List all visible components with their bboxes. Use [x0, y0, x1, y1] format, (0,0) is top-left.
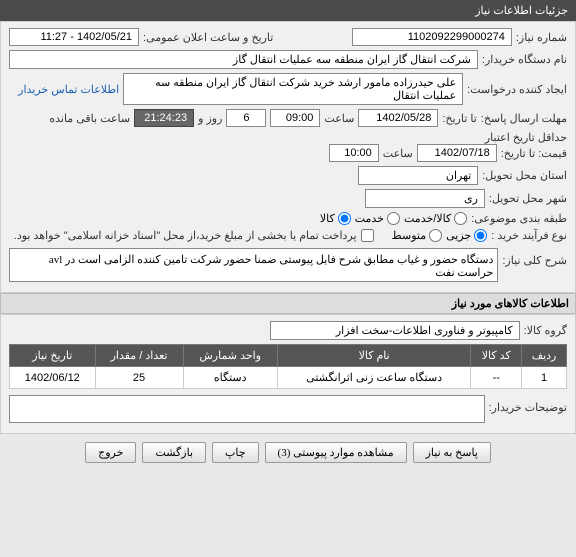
td-unit: دستگاه [183, 367, 277, 389]
need-number-field: 1102092299000274 [352, 28, 512, 46]
general-desc-textarea [9, 248, 498, 282]
td-qty: 25 [95, 367, 183, 389]
cat-goods-service-radio[interactable]: کالا/خدمت [404, 212, 467, 225]
remaining-label: ساعت باقی مانده [49, 112, 130, 125]
validity-time-field: 10:00 [329, 144, 379, 162]
table-row[interactable]: 1 -- دستگاه ساعت زنی اثرانگشتی دستگاه 25… [10, 367, 567, 389]
respond-button[interactable]: پاسخ به نیاز [413, 442, 491, 463]
buyer-notes-label: توضیحات خریدار: [489, 395, 567, 414]
pt-medium-radio[interactable]: متوسط [392, 229, 443, 242]
deadline-time-field: 09:00 [270, 109, 320, 127]
group-label: گروه کالا: [524, 324, 567, 337]
td-code: -- [471, 367, 522, 389]
deadline-until-label: تا تاریخ: [442, 112, 476, 125]
pt-small-label: جزیی [446, 229, 471, 242]
time-label-2: ساعت [383, 147, 413, 160]
days-value-field: 6 [226, 109, 266, 127]
th-code: کد کالا [471, 345, 522, 367]
deadline-date-field: 1402/05/28 [358, 109, 438, 127]
payment-note-label: پرداخت تمام یا بخشی از مبلغ خرید،از محل … [14, 229, 357, 242]
city-field: ری [365, 189, 485, 208]
pt-medium-label: متوسط [392, 229, 427, 242]
cat-goods-service-label: کالا/خدمت [404, 212, 451, 225]
exit-button[interactable]: خروج [85, 442, 136, 463]
buyer-notes-box [9, 395, 485, 423]
items-sub-header: اطلاعات کالاهای مورد نیاز [0, 293, 576, 314]
deadline-label: مهلت ارسال پاسخ: [481, 112, 567, 125]
cat-service-input[interactable] [387, 212, 400, 225]
button-bar: پاسخ به نیاز مشاهده موارد پیوستی (3) چاپ… [0, 434, 576, 471]
cat-service-label: خدمت [355, 212, 384, 225]
th-name: نام کالا [277, 345, 471, 367]
th-qty: تعداد / مقدار [95, 345, 183, 367]
details-section: شماره نیاز: 1102092299000274 تاریخ و ساع… [0, 21, 576, 293]
price-until-label: قیمت: تا تاریخ: [501, 147, 567, 160]
requester-label: ایجاد کننده درخواست: [467, 83, 567, 96]
th-unit: واحد شمارش [183, 345, 277, 367]
td-name: دستگاه ساعت زنی اثرانگشتی [277, 367, 471, 389]
contact-link[interactable]: اطلاعات تماس خریدار [18, 83, 119, 96]
cat-goods-radio[interactable]: کالا [320, 212, 351, 225]
city-label: شهر محل تحویل: [489, 192, 567, 205]
pt-small-input[interactable] [474, 229, 487, 242]
announce-field: 1402/05/21 - 11:27 [9, 28, 139, 46]
province-label: استان محل تحویل: [482, 169, 567, 182]
th-date: تاریخ نیاز [10, 345, 96, 367]
buyer-org-field: شرکت انتقال گاز ایران منطقه سه عملیات ان… [9, 50, 478, 69]
category-label: طبقه بندی موضوعی: [471, 212, 567, 225]
panel-title: جزئیات اطلاعات نیاز [475, 5, 568, 17]
remaining-time-field: 21:24:23 [134, 109, 194, 127]
requester-field: علی حیدرزاده مامور ارشد خرید شرکت انتقال… [123, 73, 463, 105]
th-row: ردیف [522, 345, 567, 367]
cat-goods-label: کالا [320, 212, 335, 225]
back-button[interactable]: بازگشت [142, 442, 206, 463]
buyer-org-label: نام دستگاه خریدار: [482, 53, 567, 66]
need-number-label: شماره نیاز: [516, 31, 567, 44]
payment-checkbox[interactable] [361, 229, 374, 242]
items-section: گروه کالا: کامپیوتر و فناوری اطلاعات-سخت… [0, 314, 576, 434]
panel-header: جزئیات اطلاعات نیاز [0, 0, 576, 21]
cat-service-radio[interactable]: خدمت [355, 212, 400, 225]
days-and-label: روز و [198, 112, 222, 125]
print-button[interactable]: چاپ [212, 442, 259, 463]
group-field: کامپیوتر و فناوری اطلاعات-سخت افزار [270, 321, 520, 340]
purchase-type-label: نوع فرآیند خرید : [491, 229, 567, 242]
pt-medium-input[interactable] [429, 229, 442, 242]
province-field: تهران [358, 166, 478, 185]
cat-goods-input[interactable] [338, 212, 351, 225]
pt-small-radio[interactable]: جزیی [446, 229, 487, 242]
items-table: ردیف کد کالا نام کالا واحد شمارش تعداد /… [9, 344, 567, 389]
validity-label: حداقل تاریخ اعتبار [485, 131, 567, 144]
td-date: 1402/06/12 [10, 367, 96, 389]
time-label-1: ساعت [324, 112, 354, 125]
attachments-button[interactable]: مشاهده موارد پیوستی (3) [265, 442, 407, 463]
cat-goods-service-input[interactable] [454, 212, 467, 225]
validity-date-field: 1402/07/18 [417, 144, 497, 162]
td-row: 1 [522, 367, 567, 389]
announce-label: تاریخ و ساعت اعلان عمومی: [143, 31, 273, 44]
general-desc-label: شرح کلی نیاز: [502, 248, 567, 267]
